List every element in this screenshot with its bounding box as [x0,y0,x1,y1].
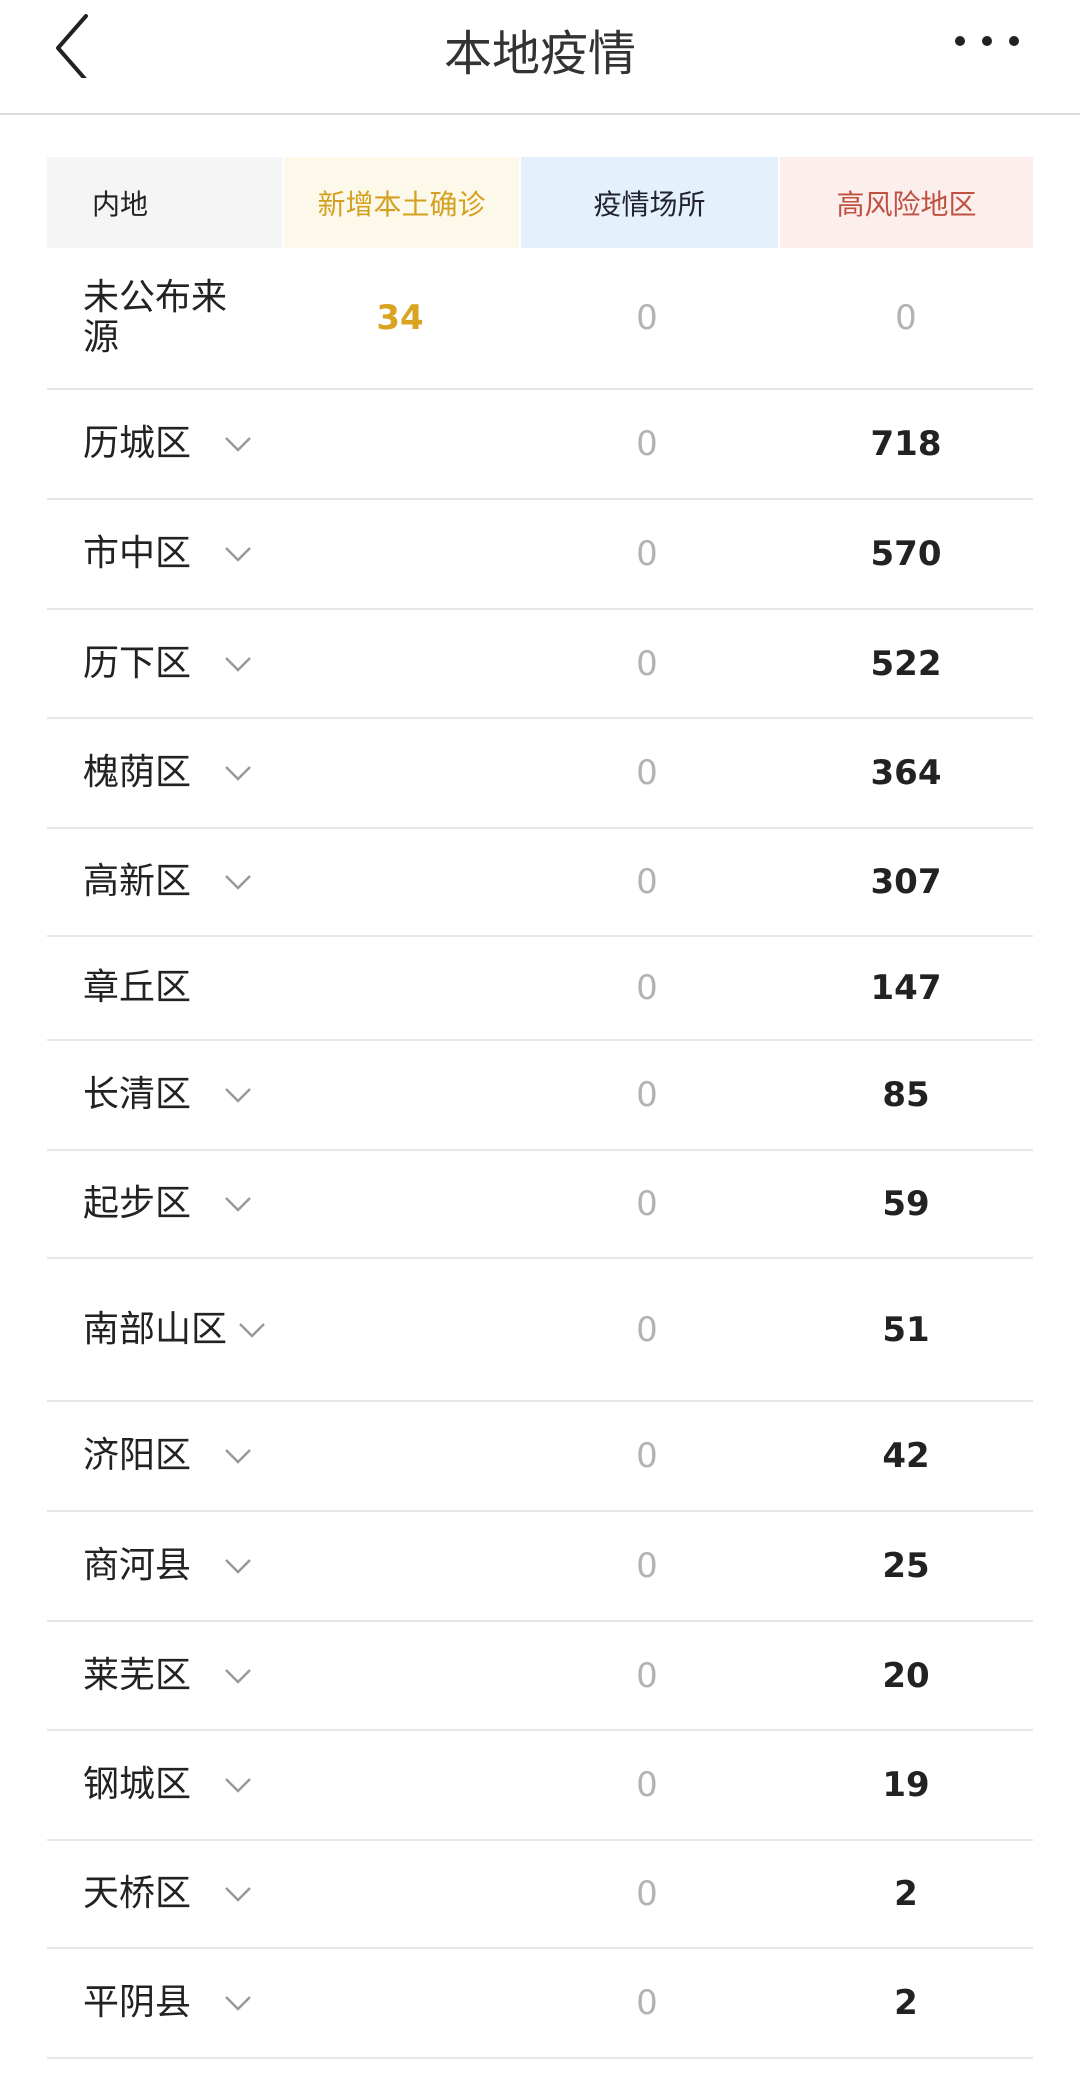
chevron-down-icon[interactable] [223,1993,253,2013]
venues-value: 0 [636,424,658,464]
chevron-down-icon[interactable] [223,1666,253,1686]
high-risk-value: 570 [870,534,942,574]
region-name: 章丘区 [83,967,192,1008]
region-name: 槐荫区 [83,752,192,793]
header-new-local-confirmed: 新增本土确诊 [284,157,519,248]
venues-value: 0 [636,1436,658,1476]
high-risk-value: 20 [882,1655,930,1696]
venues-value: 0 [636,1184,658,1224]
venues-value: 0 [636,1874,658,1914]
high-risk-value: 51 [882,1309,930,1350]
chevron-down-icon[interactable] [237,1320,267,1340]
high-risk-value: 2 [894,1874,918,1914]
high-risk-value: 364 [870,753,942,793]
high-risk-value: 718 [870,424,942,464]
chevron-down-icon[interactable] [223,1085,253,1105]
high-risk-value: 85 [882,1075,930,1115]
region-name: 历城区 [83,423,192,464]
chevron-down-icon[interactable] [223,544,253,564]
header-high-risk-areas: 高风险地区 [780,157,1033,248]
table-row[interactable]: 历下区 0 522 [47,610,1033,719]
table-row[interactable]: 天桥区 0 2 [47,1841,1033,1949]
chevron-down-icon[interactable] [223,872,253,892]
chevron-down-icon[interactable] [223,1556,253,1576]
venues-value: 0 [636,643,658,684]
table-row[interactable]: 钢城区 0 19 [47,1731,1033,1841]
venues-value: 0 [636,1655,658,1696]
region-name: 长清区 [83,1074,192,1115]
region-name: 高新区 [83,861,192,902]
venues-value: 0 [636,1546,658,1586]
table-row[interactable]: 平阴县 0 2 [47,1949,1033,2059]
chevron-down-icon[interactable] [223,1194,253,1214]
high-risk-value: 522 [870,643,942,684]
venues-value: 0 [636,1983,658,2023]
region-name: 天桥区 [83,1873,192,1914]
table-row[interactable]: 济阳区 0 42 [47,1402,1033,1512]
table-row[interactable]: 商河县 0 25 [47,1512,1033,1622]
more-dots-icon[interactable] [950,26,1024,56]
region-name: 平阴县 [83,1982,192,2023]
high-risk-value: 25 [882,1546,930,1586]
table-row[interactable]: 高新区 0 307 [47,829,1033,937]
high-risk-value: 147 [870,968,942,1008]
table-row: 未公布来源 34 0 0 [47,248,1033,390]
region-name: 济阳区 [83,1435,192,1476]
region-name: 商河县 [83,1545,192,1586]
chevron-down-icon[interactable] [223,434,253,454]
venues-value: 0 [636,1765,658,1805]
region-name: 起步区 [83,1183,192,1224]
chevron-left-icon[interactable] [50,12,100,78]
venues-value: 0 [636,968,658,1008]
table-row[interactable]: 市中区 0 570 [47,500,1033,610]
new-local-confirmed-value: 34 [376,298,424,338]
table-row[interactable]: 历城区 0 718 [47,390,1033,500]
venues-value: 0 [636,753,658,793]
table-row[interactable]: 莱芜区 0 20 [47,1622,1033,1731]
page-title: 本地疫情 [443,26,636,82]
region-name: 莱芜区 [83,1654,192,1696]
high-risk-value: 2 [894,1983,918,2023]
venues-value: 0 [636,1309,658,1350]
nav-bar: 本地疫情 [0,0,1080,115]
table-row: 章丘区 0 147 [47,937,1033,1041]
chevron-down-icon[interactable] [223,654,253,674]
table-row[interactable]: 长清区 0 85 [47,1041,1033,1151]
venues-value: 0 [636,862,658,902]
chevron-down-icon[interactable] [223,763,253,783]
header-region: 内地 [47,157,282,248]
table-row[interactable]: 槐荫区 0 364 [47,719,1033,829]
high-risk-value: 307 [870,862,942,902]
region-name: 市中区 [83,533,192,574]
table-header: 内地 新增本土确诊 疫情场所 高风险地区 [47,157,1033,248]
region-table: 未公布来源 34 0 0 历城区 0 718 市中区 0 570 历下区 0 522 槐荫区 0 364 高新区… [47,248,1033,2059]
high-risk-value: 42 [882,1436,930,1476]
table-row[interactable]: 起步区 0 59 [47,1151,1033,1259]
high-risk-value: 19 [882,1765,930,1805]
venues-value: 0 [636,298,658,338]
header-venues: 疫情场所 [521,157,778,248]
venues-value: 0 [636,1075,658,1115]
region-name: 南部山区 [83,1308,228,1350]
chevron-down-icon[interactable] [223,1446,253,1466]
high-risk-value: 0 [895,298,917,338]
chevron-down-icon[interactable] [223,1775,253,1795]
high-risk-value: 59 [882,1184,930,1224]
region-name: 历下区 [83,642,192,684]
chevron-down-icon[interactable] [223,1884,253,1904]
region-name: 钢城区 [83,1764,192,1805]
venues-value: 0 [636,534,658,574]
table-row[interactable]: 南部山区 0 51 [47,1259,1033,1402]
region-name: 未公布来源 [83,277,228,358]
